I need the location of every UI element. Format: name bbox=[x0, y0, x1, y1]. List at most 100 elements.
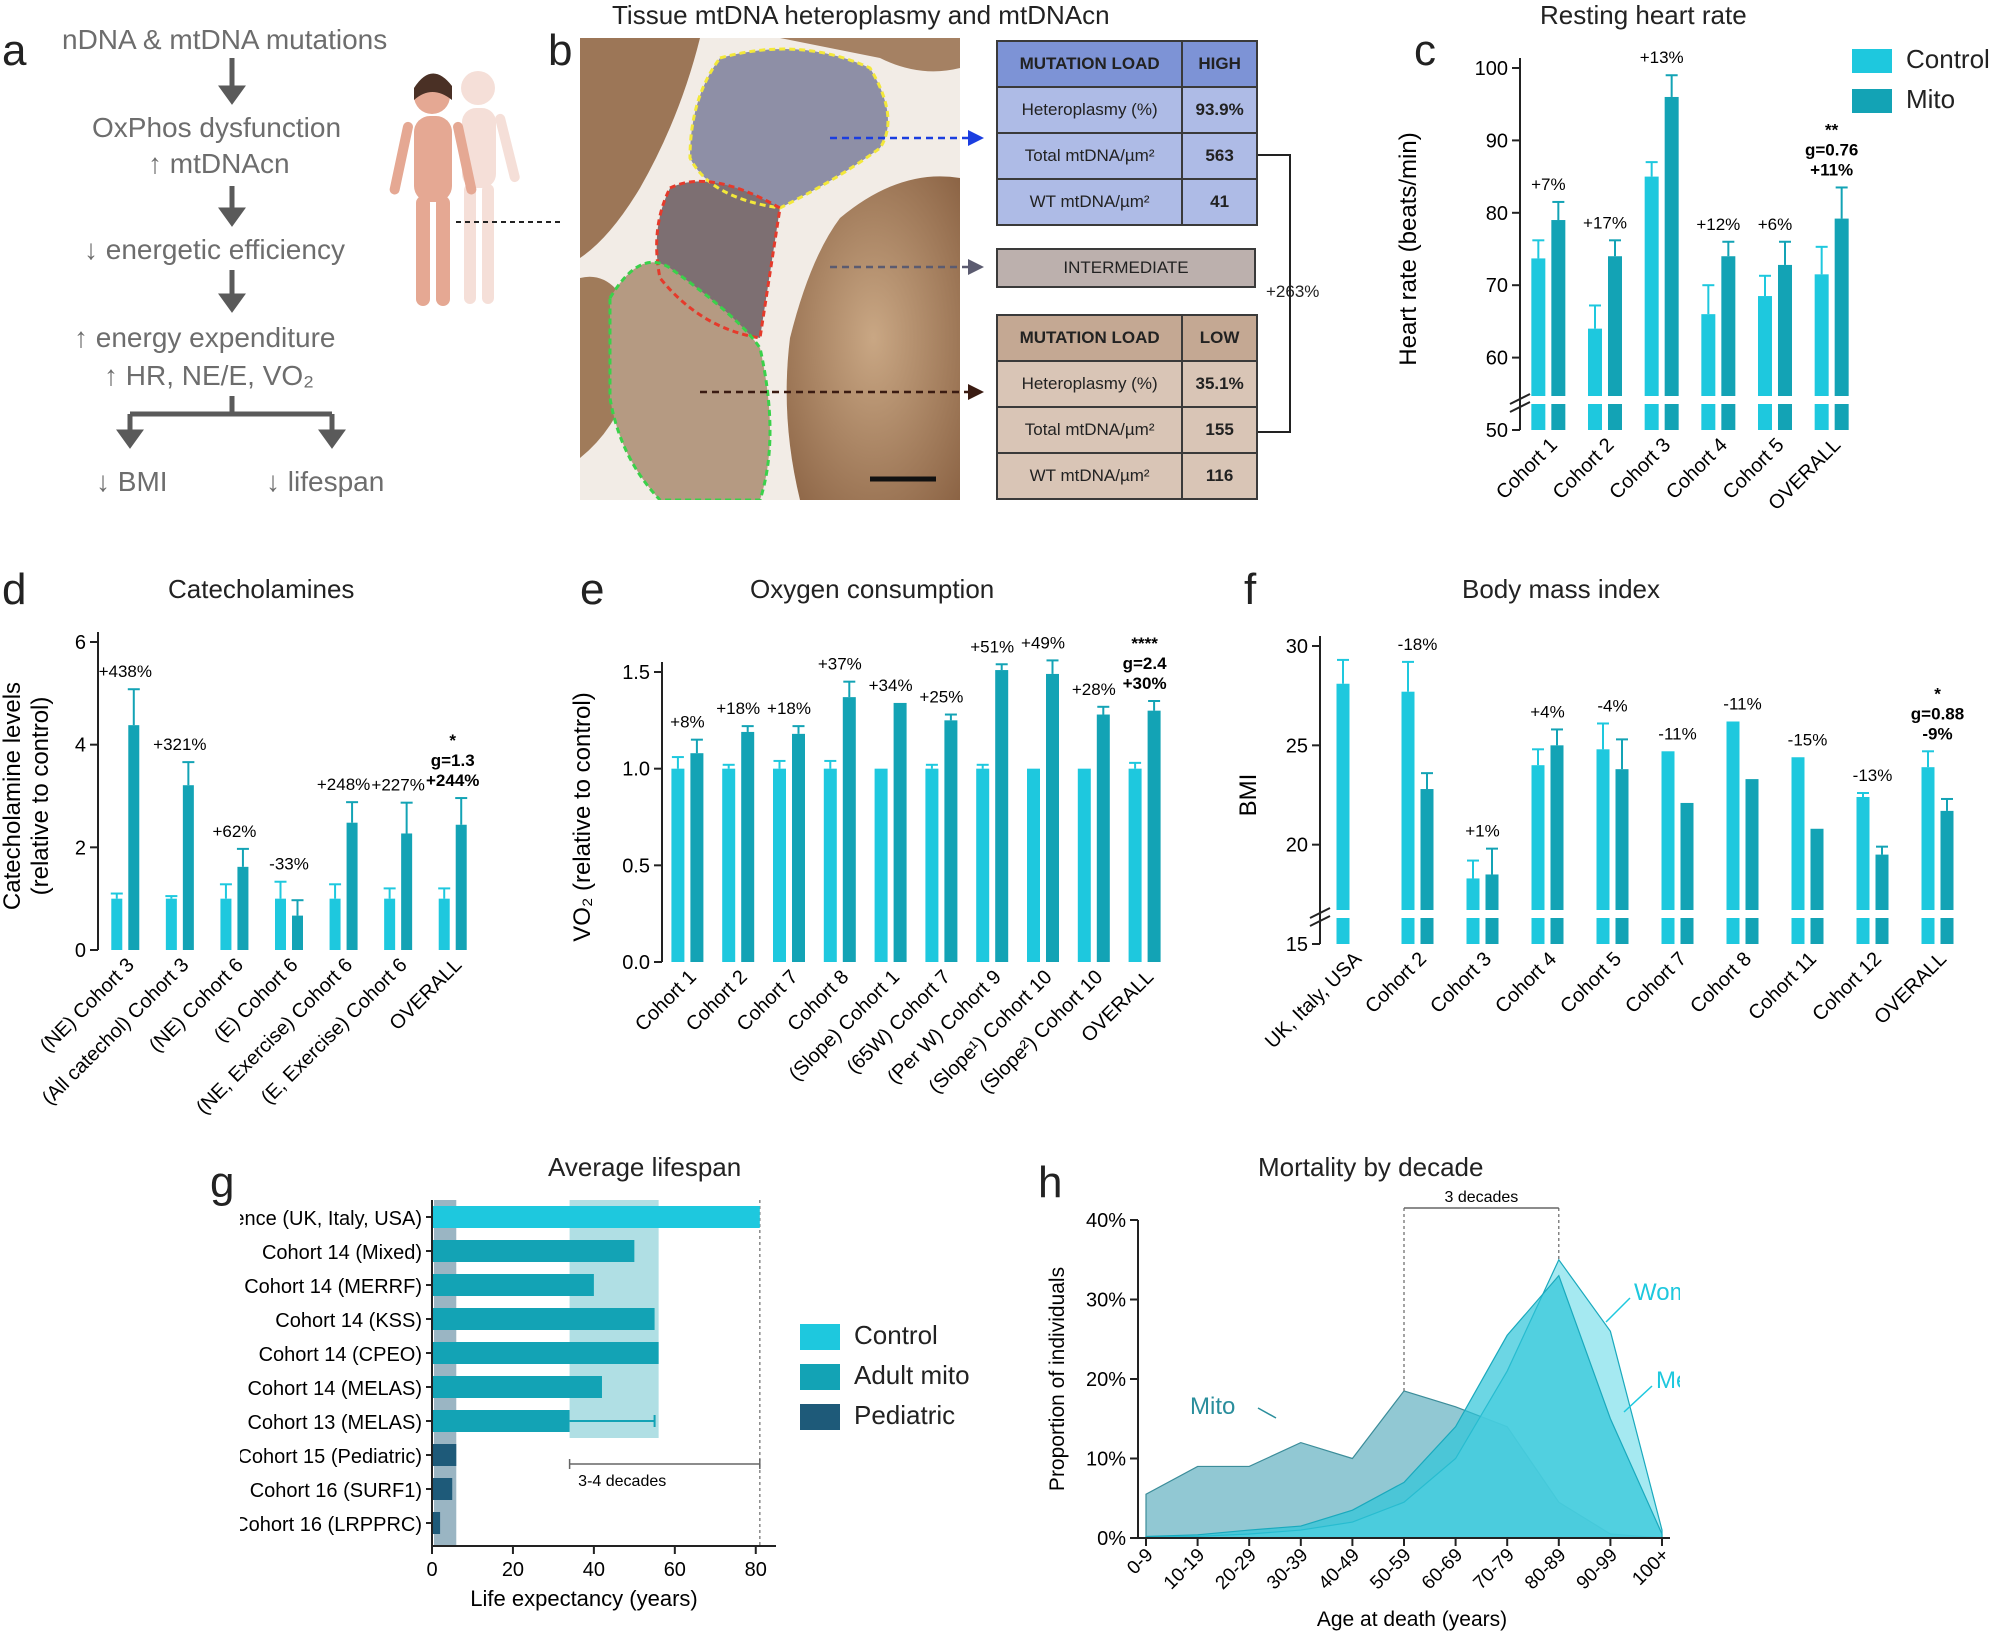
panel-letter-e: e bbox=[580, 565, 605, 614]
series-pointer bbox=[1623, 1385, 1653, 1413]
bar-break bbox=[1587, 396, 1603, 404]
x-axis-label: Age at death (years) bbox=[1317, 1608, 1507, 1631]
x-tick-label: 60 bbox=[664, 1559, 686, 1581]
mito-bar bbox=[182, 785, 194, 950]
control-bar bbox=[384, 898, 396, 950]
bar-annotation: -18% bbox=[1398, 635, 1438, 654]
chart-g-title: Average lifespan bbox=[548, 1152, 742, 1182]
y-category-label: Reference (UK, Italy, USA) bbox=[240, 1208, 422, 1230]
x-axis-label: Life expectancy (years) bbox=[470, 1586, 697, 1611]
intermediate-box: INTERMEDIATE bbox=[996, 248, 1256, 288]
y-category-label: Cohort 14 (MERRF) bbox=[244, 1276, 422, 1298]
mito-bar bbox=[1664, 96, 1679, 431]
y-category-label: Cohort 15 (Pediatric) bbox=[240, 1446, 422, 1468]
high-load-table: MUTATION LOAD HIGH Heteroplasmy (%) 93.9% … bbox=[995, 40, 1258, 226]
x-category-label: Cohort 2 bbox=[1361, 948, 1431, 1018]
control-swatch bbox=[1852, 49, 1892, 74]
control-bar bbox=[976, 768, 990, 962]
high-row-label: WT mtDNA/µm² bbox=[995, 178, 1184, 226]
flow-step-hr: ↑ HR, NE/E, VO₂ bbox=[104, 360, 315, 391]
control-swatch bbox=[800, 1324, 840, 1351]
bar-break bbox=[1530, 396, 1547, 404]
y-category-label: Cohort 16 (SURF1) bbox=[250, 1480, 422, 1502]
x-category-label: (NE) Cohort 6 bbox=[145, 954, 248, 1057]
bar-break bbox=[1939, 910, 1955, 918]
flow-arrows bbox=[116, 58, 560, 449]
y-axis-label: (relative to control) bbox=[27, 697, 54, 896]
series-pointer bbox=[1605, 1297, 1631, 1323]
series-pointer bbox=[1257, 1407, 1277, 1419]
high-row-value: 41 bbox=[1181, 178, 1258, 226]
x-category-label: 30-39 bbox=[1263, 1545, 1312, 1594]
lifespan-bar bbox=[432, 1240, 635, 1262]
chart-f-bmi: 15 20 25 30 BMI UK, Italy, USA -18% Cohort 2 +1%… bbox=[1235, 635, 1964, 1053]
mito-bar bbox=[792, 733, 805, 962]
mito-bar bbox=[1046, 673, 1059, 962]
bar-break bbox=[1874, 910, 1890, 918]
legend-label: Control bbox=[854, 1320, 938, 1350]
x-tick-label: 0 bbox=[426, 1559, 437, 1581]
series-label-men: Men bbox=[1656, 1367, 1680, 1394]
bar-break bbox=[1744, 910, 1760, 918]
lifespan-bar bbox=[432, 1444, 457, 1466]
control-bar bbox=[1856, 796, 1870, 944]
control-bar bbox=[1814, 274, 1829, 430]
y-category-label: Cohort 14 (MELAS) bbox=[247, 1378, 422, 1400]
bar-break bbox=[1855, 910, 1871, 918]
y-tick-label: 0% bbox=[1097, 1528, 1126, 1550]
control-bar bbox=[438, 898, 450, 950]
bar-annotation: g=0.76 bbox=[1805, 140, 1858, 159]
x-category-label: 40-49 bbox=[1315, 1545, 1364, 1594]
x-category-label: (NE) Cohort 3 bbox=[36, 954, 139, 1057]
bar-annotation: +8% bbox=[670, 713, 705, 732]
x-category-label: Cohort 3 bbox=[1426, 948, 1496, 1018]
mito-bar bbox=[237, 866, 249, 950]
lifespan-bar bbox=[432, 1342, 659, 1364]
bar-annotation: +438% bbox=[99, 662, 152, 681]
flow-step-oxphos: OxPhos dysfunction bbox=[92, 112, 342, 143]
bar-annotation: +34% bbox=[869, 676, 913, 695]
bar-break bbox=[1679, 910, 1695, 918]
bar-annotation: * bbox=[1934, 684, 1941, 703]
bar-break bbox=[1790, 910, 1806, 918]
chart-h-mortality: Mito Women Men 0% 10% 20% 30% 40% Proportion of … bbox=[1046, 1190, 1680, 1631]
bar-annotation: +51% bbox=[970, 637, 1014, 656]
panel-letter-g: g bbox=[210, 1158, 235, 1207]
bar-break bbox=[1335, 910, 1351, 918]
chart-e-title: Oxygen consumption bbox=[750, 574, 995, 604]
bar-annotation: +6% bbox=[1758, 215, 1793, 234]
bar-annotation: g=2.4 bbox=[1123, 654, 1167, 673]
mito-bar bbox=[741, 731, 755, 962]
bar-break bbox=[1660, 910, 1676, 918]
control-bar bbox=[111, 898, 123, 950]
y-axis-label: Heart rate (beats/min) bbox=[1395, 132, 1422, 365]
bar-annotation: +62% bbox=[212, 822, 256, 841]
x-category-label: Cohort 11 bbox=[1744, 948, 1821, 1025]
bar-break bbox=[1465, 910, 1481, 918]
y-tick-label: 80 bbox=[1486, 203, 1508, 225]
lifespan-bar bbox=[432, 1478, 453, 1500]
axis-break bbox=[1309, 915, 1331, 927]
mito-bar bbox=[1096, 714, 1110, 962]
panel-b-title: Tissue mtDNA heteroplasmy and mtDNAcn bbox=[612, 0, 1110, 30]
control-bar bbox=[275, 898, 286, 950]
y-tick-label: 4 bbox=[75, 735, 86, 757]
y-category-label: Cohort 16 (LRPPRC) bbox=[240, 1514, 422, 1536]
control-bar bbox=[1336, 683, 1350, 944]
bar-annotation: +7% bbox=[1531, 175, 1566, 194]
x-tick-label: 40 bbox=[583, 1559, 605, 1581]
control-bar bbox=[925, 768, 939, 962]
y-tick-label: 70 bbox=[1486, 275, 1508, 297]
x-tick-label: 80 bbox=[745, 1559, 767, 1581]
x-category-label: Cohort 7 bbox=[1621, 948, 1691, 1018]
x-category-label: Cohort 1 bbox=[1492, 434, 1562, 504]
y-tick-label: 30% bbox=[1086, 1290, 1126, 1312]
low-header-label: MUTATION LOAD bbox=[995, 314, 1184, 362]
lifespan-bar bbox=[432, 1308, 655, 1330]
bar-annotation: +18% bbox=[716, 699, 760, 718]
y-tick-label: 60 bbox=[1486, 348, 1508, 370]
control-bar bbox=[1128, 768, 1142, 962]
control-bar bbox=[1726, 721, 1740, 944]
bar-break bbox=[1809, 910, 1825, 918]
control-bar bbox=[1661, 751, 1675, 944]
